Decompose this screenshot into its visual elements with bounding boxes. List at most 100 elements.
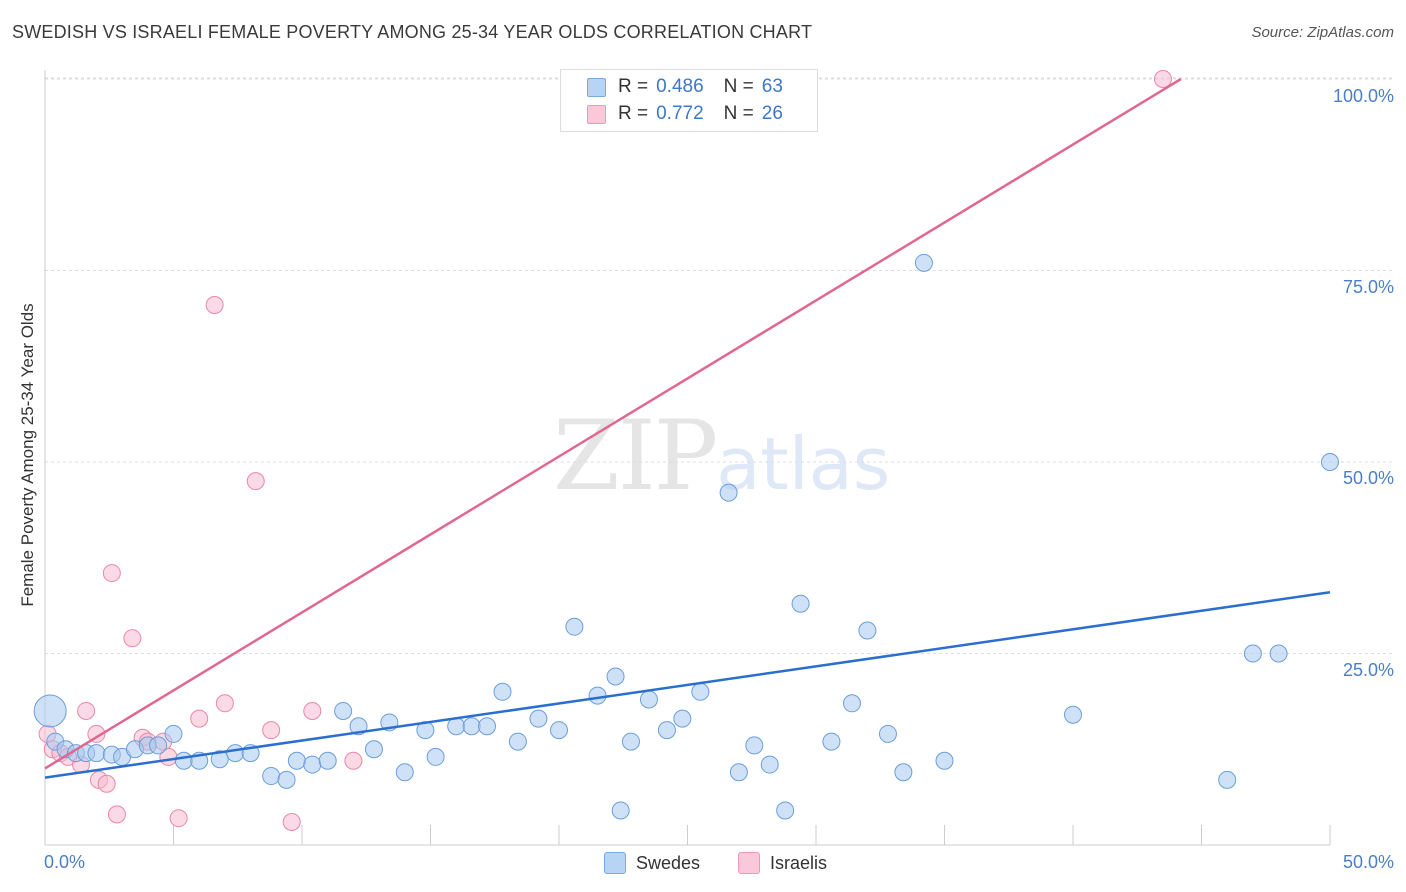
swedes-point: [87, 744, 106, 763]
legend-row-swedes: R = 0.486 N = 63: [587, 75, 783, 99]
swedes-point: [878, 724, 897, 743]
swedes-point: [691, 682, 710, 701]
israelis-point: [303, 701, 322, 720]
israelis-point: [246, 472, 265, 491]
swedes-point: [639, 690, 658, 709]
swedes-point: [174, 751, 193, 770]
israelis-point: [169, 809, 188, 828]
swedes-point: [262, 767, 281, 786]
swedes-swatch: [604, 852, 626, 874]
bottom-legend-israelis: Israelis: [738, 852, 827, 874]
swedes-point: [426, 747, 445, 766]
israelis-point: [215, 694, 234, 713]
swedes-point: [791, 594, 810, 613]
bottom-legend-swedes: Swedes: [604, 852, 700, 874]
legend-n-value: 26: [761, 103, 783, 124]
swedes-point: [493, 682, 512, 701]
bottom-legend-label: Israelis: [770, 852, 828, 873]
swedes-point: [935, 751, 954, 770]
israelis-point: [87, 724, 106, 743]
swedes-point: [462, 717, 481, 736]
swedes-point: [565, 617, 584, 636]
swedes-point: [914, 253, 933, 272]
swedes-point: [611, 801, 630, 820]
israelis-swatch: [738, 852, 760, 874]
swedes-point: [1321, 453, 1339, 471]
swedes-trend-line: [44, 590, 1331, 779]
swedes-point: [822, 732, 841, 751]
swedes-point: [210, 750, 229, 769]
israelis-point: [107, 805, 126, 824]
swedes-point: [776, 801, 795, 820]
israelis-point: [282, 813, 301, 832]
legend-n-label: N =: [723, 103, 754, 124]
israelis-point: [205, 295, 224, 314]
y-tick-label: 50.0%: [1342, 468, 1394, 488]
swedes-point: [550, 721, 568, 740]
swedes-point: [1243, 644, 1262, 663]
swedes-point: [318, 751, 337, 770]
legend: R = 0.486 N = 63 R = 0.772 N = 26: [560, 69, 818, 132]
legend-r-value: 0.772: [656, 103, 704, 124]
israelis-swatch: [587, 104, 606, 124]
x-tick-label: 50.0%: [1342, 852, 1394, 872]
watermark-atlas: atlas: [716, 422, 891, 506]
bottom-legend: Swedes Israelis: [0, 852, 1406, 878]
swedes-point: [508, 732, 527, 751]
israelis-point: [344, 751, 363, 770]
legend-row-israelis: R = 0.772 N = 26: [587, 102, 783, 126]
israelis-trend-line: [44, 77, 1182, 770]
swedes-point: [760, 755, 779, 774]
israelis-point: [102, 564, 121, 583]
swedes-point: [719, 483, 738, 502]
legend-n-label: N =: [723, 76, 754, 97]
israelis-point: [1153, 70, 1172, 88]
swedes-point: [745, 736, 764, 755]
swedes-point: [842, 694, 861, 713]
israelis-point: [97, 774, 116, 793]
watermark: ZIPatlas: [553, 400, 890, 512]
swedes-point: [606, 667, 625, 686]
y-axis-label: Female Poverty Among 25-34 Year Olds: [18, 303, 37, 607]
swedes-point: [277, 770, 296, 789]
swedes-point: [303, 755, 322, 774]
swedes-point: [226, 744, 245, 763]
israelis-point: [77, 701, 96, 720]
swedes-point: [364, 740, 383, 759]
israelis-point: [190, 709, 209, 728]
chart-title: SWEDISH VS ISRAELI FEMALE POVERTY AMONG …: [12, 22, 813, 42]
legend-r-label: R =: [618, 103, 649, 124]
x-tick-label: 0.0%: [44, 852, 86, 872]
swedes-point: [478, 717, 497, 736]
swedes-point: [1064, 705, 1082, 724]
y-tick-label: 100.0%: [1332, 86, 1394, 106]
swedes-point: [673, 709, 692, 728]
swedes-point: [858, 621, 877, 640]
swedes-point: [334, 701, 353, 720]
swedes-point: [894, 763, 913, 782]
swedes-point: [657, 721, 676, 740]
swedes-point: [287, 751, 306, 770]
israelis-point: [262, 721, 281, 740]
swedes-point: [588, 686, 607, 705]
swedes-point: [621, 732, 640, 751]
swedes-point: [529, 709, 548, 728]
y-tick-label: 25.0%: [1342, 660, 1394, 680]
swedes-point: [149, 736, 168, 755]
swedes-point: [729, 763, 748, 782]
swedes-point: [1218, 770, 1237, 789]
legend-r-label: R =: [618, 76, 649, 97]
source-label: Source: ZipAtlas.com: [1251, 24, 1394, 41]
swedes-point: [1269, 644, 1288, 663]
y-tick-label: 75.0%: [1342, 277, 1394, 297]
bottom-legend-label: Swedes: [636, 852, 701, 873]
legend-r-value: 0.486: [656, 76, 704, 97]
legend-n-value: 63: [761, 76, 783, 97]
swedes-point: [395, 763, 414, 782]
swedes-point: [33, 694, 67, 728]
israelis-point: [123, 629, 142, 648]
swedes-swatch: [587, 77, 606, 97]
watermark-zip: ZIP: [553, 400, 718, 512]
swedes-point: [164, 724, 183, 743]
